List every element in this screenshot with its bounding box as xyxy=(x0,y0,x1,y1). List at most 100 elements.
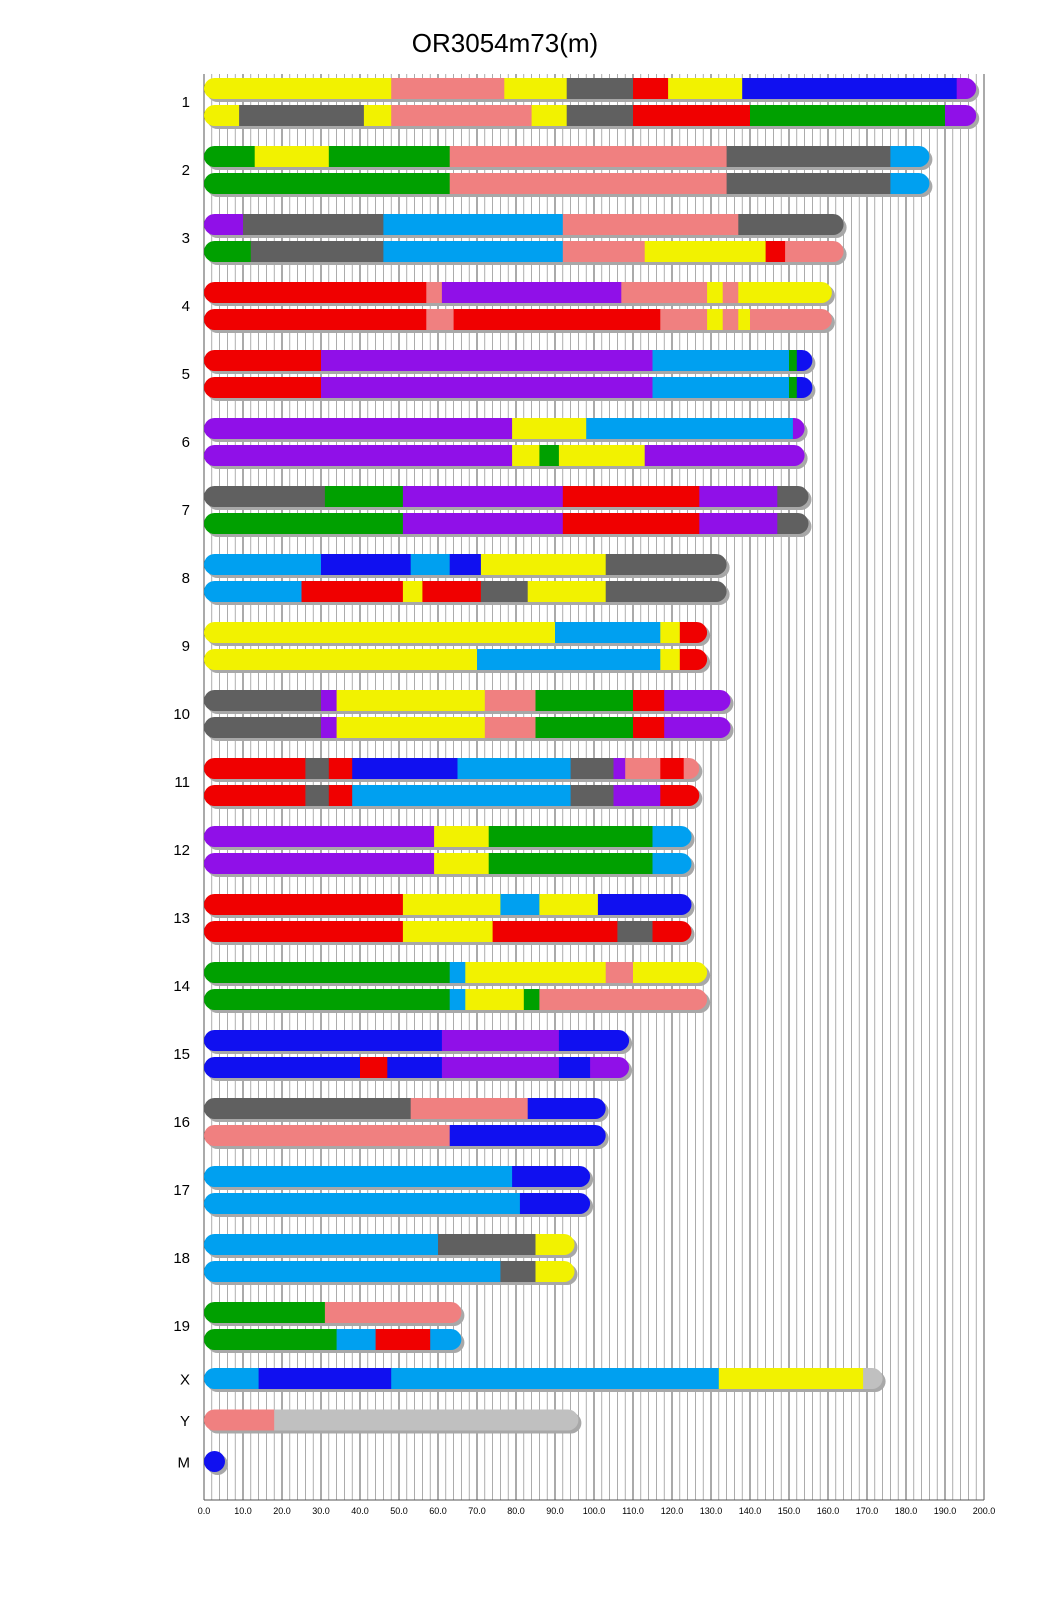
segment xyxy=(449,146,728,167)
segment xyxy=(465,962,607,983)
segment xyxy=(519,1193,591,1214)
segment xyxy=(321,690,338,711)
segment xyxy=(336,690,486,711)
segment xyxy=(438,1234,537,1255)
haplotype-bar xyxy=(204,445,805,466)
haplotype-bar xyxy=(204,1234,575,1255)
segment xyxy=(539,989,708,1010)
segment xyxy=(644,445,805,466)
haplotype-bar xyxy=(204,989,708,1010)
segment xyxy=(204,309,427,330)
segment xyxy=(633,962,708,983)
segment xyxy=(204,717,322,738)
segment xyxy=(391,78,505,99)
haplotype-bar xyxy=(204,214,844,235)
segment xyxy=(590,1057,630,1078)
segment xyxy=(562,513,700,534)
x-tick-label: 20.0 xyxy=(273,1506,291,1516)
segment xyxy=(512,1166,591,1187)
haplotype-bar xyxy=(204,377,813,398)
segment xyxy=(434,853,490,874)
segment xyxy=(204,513,404,534)
segment xyxy=(699,486,778,507)
segment xyxy=(250,241,384,262)
segment xyxy=(539,445,560,466)
haplotype-bar xyxy=(204,173,930,194)
segment xyxy=(558,1030,630,1051)
segment xyxy=(449,962,466,983)
segment xyxy=(360,1057,388,1078)
segment xyxy=(796,377,813,398)
haplotype-bar xyxy=(204,78,977,99)
segment xyxy=(391,1368,720,1389)
segment xyxy=(668,78,743,99)
chromosome-label: 16 xyxy=(173,1114,190,1131)
segment xyxy=(305,785,330,806)
x-axis-ticks: 0.0 10.0 20.0 30.0 40.0 50.0 60.0 70.0 80.0 90.0 1… xyxy=(198,1506,996,1516)
segment xyxy=(539,894,599,915)
segment xyxy=(480,581,529,602)
segment xyxy=(613,785,661,806)
haplotype-bar xyxy=(204,282,832,303)
segment xyxy=(555,622,661,643)
segment xyxy=(449,989,466,1010)
segment xyxy=(328,758,353,779)
segment xyxy=(633,105,751,126)
segment xyxy=(625,758,661,779)
haplotype-bar xyxy=(204,554,727,575)
segment xyxy=(204,921,404,942)
segment xyxy=(426,282,443,303)
haplotype-bar xyxy=(204,1329,462,1350)
segment xyxy=(945,105,977,126)
segment xyxy=(434,826,490,847)
segment xyxy=(258,1368,392,1389)
segment xyxy=(324,1302,462,1323)
x-tick-label: 200.0 xyxy=(973,1506,996,1516)
segment xyxy=(375,1329,431,1350)
segment xyxy=(660,309,708,330)
haplotype-bar xyxy=(204,1261,575,1282)
segment xyxy=(617,921,654,942)
segment xyxy=(402,486,564,507)
segment xyxy=(204,241,252,262)
segment xyxy=(644,241,767,262)
segment xyxy=(664,690,731,711)
segment xyxy=(204,486,326,507)
segment xyxy=(613,758,626,779)
segment xyxy=(765,241,786,262)
x-tick-label: 70.0 xyxy=(468,1506,486,1516)
segment xyxy=(204,989,451,1010)
segment xyxy=(722,309,739,330)
haplotype-bar xyxy=(204,690,731,711)
segment xyxy=(605,962,634,983)
segment xyxy=(204,758,306,779)
segment xyxy=(457,758,572,779)
segment xyxy=(722,282,739,303)
segment xyxy=(679,649,708,670)
chromosome-label: X xyxy=(180,1372,190,1389)
chromosome-bars xyxy=(204,78,980,1475)
segment xyxy=(449,554,482,575)
segment xyxy=(321,717,338,738)
segment xyxy=(586,418,794,439)
segment xyxy=(750,309,832,330)
segment xyxy=(204,1030,443,1051)
segment xyxy=(204,853,435,874)
x-tick-label: 140.0 xyxy=(739,1506,762,1516)
segment xyxy=(441,1030,560,1051)
segment xyxy=(726,173,891,194)
chromosome-label: 13 xyxy=(173,910,190,927)
segment xyxy=(500,1261,537,1282)
segment xyxy=(204,1368,260,1389)
chromosome-label: 7 xyxy=(182,502,190,519)
segment xyxy=(204,1234,439,1255)
segment xyxy=(204,690,322,711)
segment xyxy=(204,1166,513,1187)
segment xyxy=(652,377,790,398)
haplotype-bar xyxy=(204,146,930,167)
segment xyxy=(633,690,665,711)
segment xyxy=(660,785,700,806)
segment xyxy=(352,758,459,779)
haplotype-bar xyxy=(204,853,692,874)
